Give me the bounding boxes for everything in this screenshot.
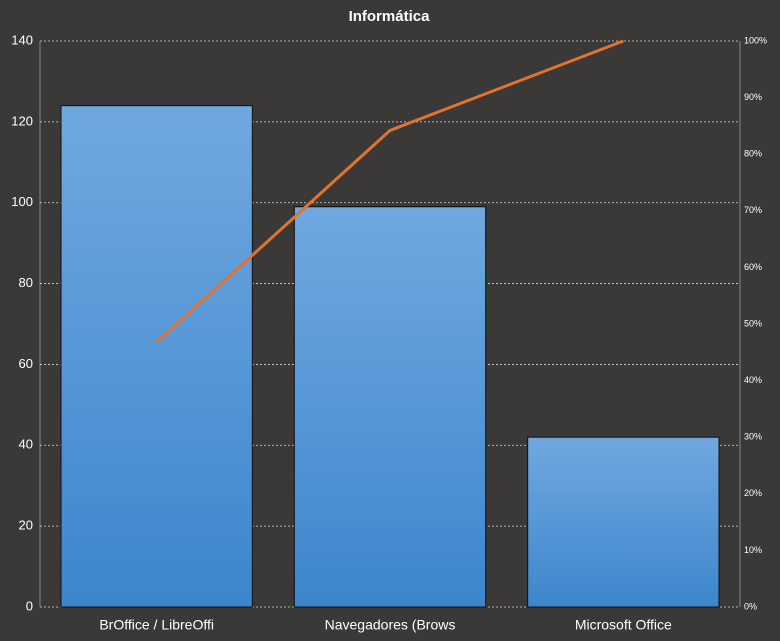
y-tick-label: 0 [26, 598, 33, 613]
y2-tick-label: 70% [744, 205, 762, 215]
y2-tick-label: 20% [744, 488, 762, 498]
y-tick-label: 60 [19, 356, 33, 371]
y-tick-label: 100 [11, 194, 33, 209]
y2-tick-label: 80% [744, 149, 762, 159]
y2-tick-label: 30% [744, 432, 762, 442]
y-tick-label: 140 [11, 32, 33, 47]
cumulative-line [155, 39, 624, 344]
y2-tick-label: 100% [744, 35, 767, 45]
y-tick-label: 40 [19, 437, 33, 452]
y2-tick-label: 10% [744, 545, 762, 555]
y2-tick-label: 0% [744, 601, 757, 611]
bar [60, 105, 253, 608]
bar [293, 206, 487, 608]
y2-tick-label: 40% [744, 375, 762, 385]
bar [527, 436, 720, 608]
y-tick-label: 80 [19, 275, 33, 290]
y2-tick-label: 60% [744, 262, 762, 272]
y-tick-label: 20 [19, 518, 33, 533]
y2-tick-label: 50% [744, 318, 762, 328]
x-tick-label: Microsoft Office [575, 617, 672, 633]
x-tick-label: Navegadores (Brows [325, 617, 456, 633]
y-tick-label: 120 [11, 113, 33, 128]
chart-title: Informática [349, 8, 431, 25]
x-tick-label: BrOffice / LibreOffi [99, 617, 214, 633]
y2-tick-label: 90% [744, 92, 762, 102]
